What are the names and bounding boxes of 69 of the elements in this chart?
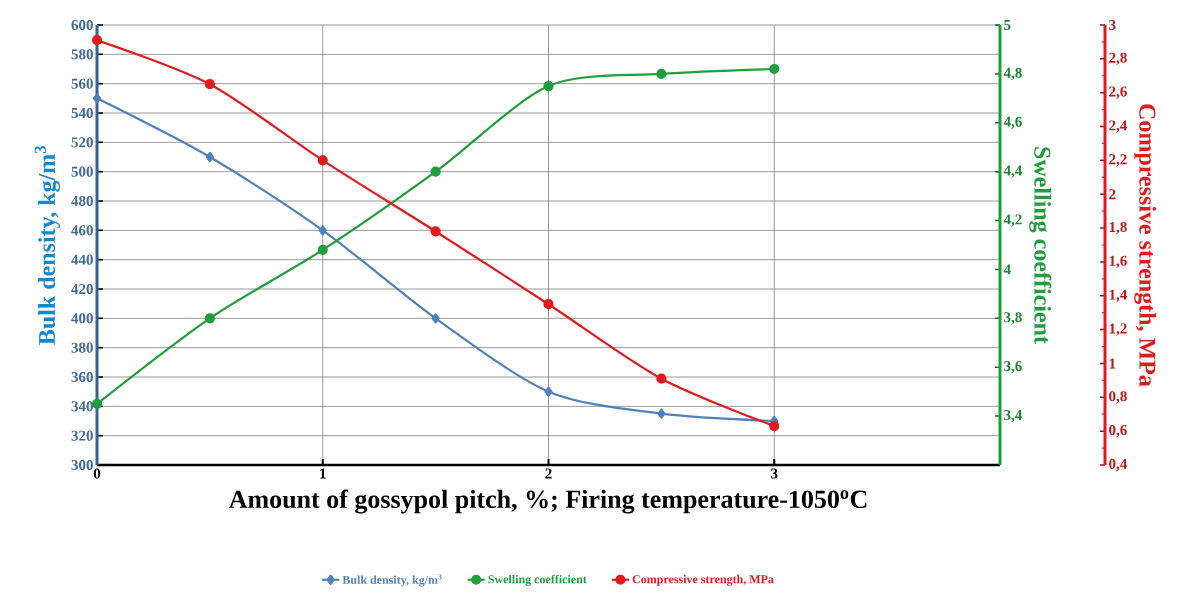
y3-tick-label: 1,4 — [1109, 289, 1128, 302]
y-tick-label: 580 — [71, 49, 93, 60]
y3-tick-label: 2,2 — [1109, 154, 1127, 167]
y-tick-label: 380 — [71, 342, 93, 353]
y-tick-label: 560 — [71, 78, 93, 89]
y3-tick-label: 0,4 — [1109, 458, 1128, 472]
legend-label: Compressive strength, MPa — [632, 574, 774, 586]
point — [205, 151, 214, 163]
point — [656, 373, 667, 384]
point — [317, 244, 328, 255]
y-tick-label: 420 — [71, 283, 93, 295]
point — [769, 420, 780, 432]
y2-tick-label: 3,8 — [1004, 312, 1022, 325]
y3-tick-label: 2,8 — [1109, 52, 1127, 65]
y-tick-label: 600 — [71, 19, 93, 31]
y2-tick-label: 3,4 — [1004, 409, 1022, 423]
y-tick-label: 480 — [71, 195, 93, 207]
y2-axis-title: Swelling coefficient — [1029, 147, 1052, 344]
y2-tick-label: 4,2 — [1003, 214, 1022, 227]
y3-tick-label: 0,6 — [1109, 424, 1127, 438]
legend-label: Swelling coefficient — [488, 574, 587, 586]
y2-tick-label: 4 — [1003, 264, 1011, 275]
y-tick-label: 360 — [71, 371, 93, 383]
y-tick-label: 520 — [71, 137, 93, 148]
y3-tick-label: 2,6 — [1109, 86, 1127, 99]
y-axis-title: Bulk density, kg/m$^{3}$ — [34, 145, 61, 345]
point — [543, 299, 554, 310]
y2-tick-label: 5 — [1004, 20, 1011, 30]
point — [204, 79, 215, 90]
y2-tick-label: 3,6 — [1004, 361, 1022, 374]
y3-tick-label: 2 — [1109, 189, 1116, 200]
x-tick-label: 3 — [771, 468, 778, 479]
point — [430, 226, 441, 237]
y3-tick-label: 0,8 — [1109, 391, 1127, 404]
y-tick-label: 500 — [71, 166, 93, 177]
y-tick-label: 340 — [71, 401, 93, 412]
point — [91, 35, 103, 46]
y-tick-label: 540 — [71, 107, 93, 119]
y3-axis-title: Compressive strength, MPa — [1134, 104, 1157, 387]
y2-tick-label: 4,8 — [1003, 67, 1022, 81]
y3-tick-label: 1,6 — [1109, 255, 1127, 269]
point — [656, 68, 667, 79]
y3-tick-label: 2,4 — [1109, 120, 1128, 133]
y-tick-label: 440 — [71, 254, 93, 265]
point — [543, 81, 554, 92]
y3-tick-label: 1,2 — [1109, 323, 1127, 336]
legend-label: Bulk density, kg/m$^{3}$ — [342, 574, 442, 587]
y-tick-label: 320 — [71, 430, 93, 441]
point — [657, 408, 666, 419]
y3-tick-label: 3 — [1109, 19, 1116, 31]
x-tick-label: 1 — [320, 468, 326, 479]
point — [318, 225, 327, 236]
y2-tick-label: 4,6 — [1003, 116, 1022, 129]
y3-tick-label: 1,8 — [1109, 221, 1127, 235]
point — [430, 166, 441, 177]
y-tick-label: 460 — [71, 225, 93, 236]
point — [204, 313, 215, 324]
y3-tick-label: 1 — [1109, 358, 1116, 369]
point — [92, 93, 102, 104]
point — [317, 155, 328, 166]
x-axis-title: Amount of gossypol pitch, %; Firing temperature-1050$^{o}$C — [228, 489, 867, 514]
point — [431, 313, 440, 324]
y-tick-label: 400 — [71, 313, 93, 324]
y-tick-label: 300 — [71, 459, 93, 471]
y2-tick-label: 4,4 — [1003, 165, 1022, 178]
point — [544, 386, 553, 397]
x-tick-label: 0 — [93, 468, 101, 479]
x-tick-label: 2 — [545, 468, 552, 479]
point — [769, 63, 780, 75]
